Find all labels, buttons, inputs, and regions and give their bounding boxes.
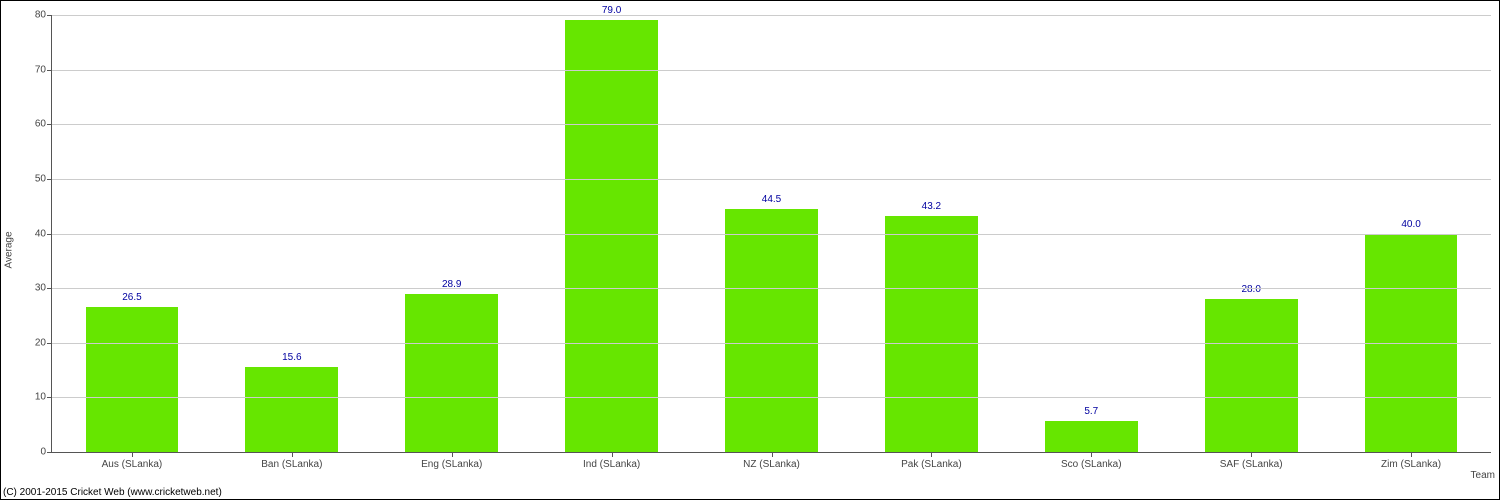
bar: 43.2 <box>885 216 978 452</box>
bar-value-label: 15.6 <box>282 352 301 363</box>
x-tick-mark <box>1251 452 1252 457</box>
copyright-text: (C) 2001-2015 Cricket Web (www.cricketwe… <box>3 487 222 498</box>
y-tick-label: 0 <box>40 447 52 458</box>
bar-value-label: 28.0 <box>1241 284 1260 295</box>
x-tick-label: Pak (SLanka) <box>901 459 962 470</box>
y-tick-label: 20 <box>35 337 52 348</box>
bar: 26.5 <box>86 307 179 452</box>
x-tick-mark <box>132 452 133 457</box>
x-tick-mark <box>931 452 932 457</box>
bar-value-label: 40.0 <box>1401 219 1420 230</box>
y-tick-label: 70 <box>35 64 52 75</box>
x-tick-label: Ban (SLanka) <box>261 459 322 470</box>
gridline <box>52 179 1491 180</box>
bar: 15.6 <box>245 367 338 452</box>
bar-value-label: 43.2 <box>922 201 941 212</box>
bar: 5.7 <box>1045 421 1138 452</box>
x-tick-label: Aus (SLanka) <box>102 459 163 470</box>
y-tick-label: 50 <box>35 173 52 184</box>
x-axis-label: Team <box>1471 470 1495 481</box>
y-tick-label: 60 <box>35 119 52 130</box>
x-tick-mark <box>1091 452 1092 457</box>
x-tick-mark <box>292 452 293 457</box>
y-tick-label: 40 <box>35 228 52 239</box>
x-tick-label: Eng (SLanka) <box>421 459 482 470</box>
gridline <box>52 70 1491 71</box>
bar-value-label: 5.7 <box>1084 406 1098 417</box>
gridline <box>52 343 1491 344</box>
bar: 79.0 <box>565 20 658 452</box>
x-tick-mark <box>452 452 453 457</box>
x-tick-label: NZ (SLanka) <box>743 459 800 470</box>
y-tick-label: 30 <box>35 283 52 294</box>
plot-area: 26.5Aus (SLanka)15.6Ban (SLanka)28.9Eng … <box>51 15 1491 453</box>
x-tick-mark <box>772 452 773 457</box>
bar-value-label: 44.5 <box>762 194 781 205</box>
gridline <box>52 288 1491 289</box>
gridline <box>52 234 1491 235</box>
chart-container: 26.5 Aus (SLanka) 15.6 Ban (SLanka) 28.9 Eng … <box>0 0 1500 500</box>
x-tick-mark <box>612 452 613 457</box>
x-tick-label: Sco (SLanka) <box>1061 459 1122 470</box>
x-tick-mark <box>1411 452 1412 457</box>
x-tick-label: Zim (SLanka) <box>1381 459 1441 470</box>
y-axis-label: Average <box>4 231 15 268</box>
gridline <box>52 124 1491 125</box>
bar: 44.5 <box>725 209 818 452</box>
bar-value-label: 26.5 <box>122 292 141 303</box>
y-tick-label: 10 <box>35 392 52 403</box>
gridline <box>52 15 1491 16</box>
gridline <box>52 397 1491 398</box>
y-tick-label: 80 <box>35 10 52 21</box>
bar: 28.9 <box>405 294 498 452</box>
x-tick-label: Ind (SLanka) <box>583 459 640 470</box>
x-tick-label: SAF (SLanka) <box>1220 459 1283 470</box>
bar: 28.0 <box>1205 299 1298 452</box>
